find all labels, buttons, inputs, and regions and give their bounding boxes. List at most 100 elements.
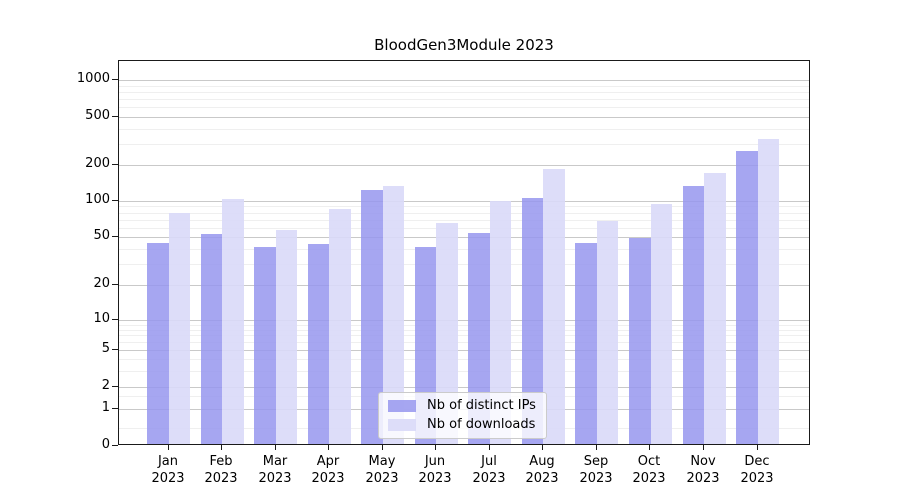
x-tick — [489, 445, 490, 450]
bar-downloads-jul — [489, 201, 512, 444]
y-tick — [112, 236, 118, 237]
gridline-minor — [119, 107, 809, 108]
x-tick-label: Sep 2023 — [579, 454, 613, 486]
bar-downloads-nov — [704, 172, 726, 444]
bar-distinct-ips-jan — [147, 242, 169, 444]
gridline-major — [119, 320, 809, 321]
gridline-major — [119, 237, 809, 238]
x-tick-label: Mar 2023 — [258, 454, 292, 486]
bar-downloads-jan — [168, 212, 190, 444]
gridline-minor — [119, 264, 809, 265]
gridline-minor — [119, 342, 809, 343]
gridline-major — [119, 285, 809, 286]
x-tick-label: Dec 2023 — [740, 454, 774, 486]
y-tick — [112, 386, 118, 387]
gridline-major — [119, 165, 809, 166]
bar-downloads-jun — [436, 223, 458, 444]
x-tick — [757, 445, 758, 450]
x-tick-label: Jun 2023 — [418, 454, 452, 486]
y-tick-label: 1 — [101, 400, 110, 415]
y-tick — [112, 79, 118, 80]
bar-distinct-ips-feb — [200, 234, 222, 444]
gridline-major — [119, 117, 809, 118]
gridline-minor — [119, 213, 809, 214]
legend-label-downloads: Nb of downloads — [427, 417, 536, 432]
x-tick-label: Feb 2023 — [204, 454, 238, 486]
gridline-minor — [119, 249, 809, 250]
y-tick — [112, 408, 118, 409]
gridline-minor — [119, 330, 809, 331]
bar-distinct-ips-jul — [468, 233, 490, 444]
y-tick-label: 0 — [101, 437, 110, 452]
gridline-minor — [119, 371, 809, 372]
y-tick-label: 1000 — [76, 71, 110, 86]
gridline-minor — [119, 206, 809, 207]
chart-title: BloodGen3Module 2023 — [374, 36, 554, 54]
y-tick-label: 200 — [85, 156, 110, 171]
y-tick — [112, 319, 118, 320]
bar-downloads-sep — [596, 221, 619, 444]
bar-distinct-ips-mar — [254, 247, 276, 444]
gridline-major — [119, 201, 809, 202]
gridline-major — [119, 387, 809, 388]
legend-item-downloads: Nb of downloads — [388, 417, 536, 432]
gridline-major — [119, 80, 809, 81]
x-tick-label: Jul 2023 — [472, 454, 506, 486]
bar-downloads-may — [382, 186, 405, 444]
gridline-minor — [119, 335, 809, 336]
x-tick — [703, 445, 704, 450]
bar-downloads-feb — [222, 199, 244, 444]
x-tick-label: Oct 2023 — [632, 454, 666, 486]
bar-downloads-oct — [650, 203, 672, 444]
bar-distinct-ips-aug — [521, 198, 544, 444]
gridline-major — [119, 350, 809, 351]
y-tick — [112, 445, 118, 446]
y-tick — [112, 349, 118, 350]
gridline-minor — [119, 220, 809, 221]
x-tick — [221, 445, 222, 450]
x-tick-label: Apr 2023 — [311, 454, 345, 486]
legend-swatch-downloads-icon — [388, 418, 416, 431]
bar-distinct-ips-dec — [736, 151, 758, 444]
x-tick — [435, 445, 436, 450]
y-tick — [112, 284, 118, 285]
gridline-minor — [119, 144, 809, 145]
x-tick — [596, 445, 597, 450]
legend: Nb of distinct IPs Nb of downloads — [378, 392, 547, 439]
gridline-minor — [119, 359, 809, 360]
gridline-minor — [119, 99, 809, 100]
x-tick-label: Aug 2023 — [525, 454, 559, 486]
legend-item-distinct-ips: Nb of distinct IPs — [388, 398, 536, 413]
gridline-minor — [119, 325, 809, 326]
x-tick — [328, 445, 329, 450]
x-tick-label: Nov 2023 — [686, 454, 720, 486]
bar-downloads-mar — [275, 230, 298, 444]
bar-distinct-ips-sep — [575, 242, 597, 444]
gridline-minor — [119, 129, 809, 130]
x-tick-label: May 2023 — [365, 454, 399, 486]
x-tick — [542, 445, 543, 450]
y-tick-label: 10 — [93, 311, 110, 326]
legend-swatch-distinct-ips-icon — [388, 399, 416, 412]
y-tick-label: 2 — [101, 378, 110, 393]
y-tick-label: 20 — [93, 276, 110, 291]
bar-distinct-ips-may — [361, 189, 383, 444]
plot-area — [118, 60, 810, 445]
y-tick-label: 100 — [85, 192, 110, 207]
x-tick — [168, 445, 169, 450]
y-tick-label: 5 — [101, 341, 110, 356]
bar-downloads-aug — [543, 169, 565, 444]
y-tick — [112, 200, 118, 201]
legend-label-distinct-ips: Nb of distinct IPs — [427, 398, 536, 413]
bar-distinct-ips-apr — [307, 243, 330, 444]
bar-downloads-apr — [329, 209, 351, 444]
gridline-minor — [119, 92, 809, 93]
gridline-minor — [119, 86, 809, 87]
bar-downloads-dec — [757, 138, 779, 444]
x-tick — [275, 445, 276, 450]
y-tick-label: 50 — [93, 228, 110, 243]
bar-distinct-ips-nov — [682, 185, 704, 444]
y-tick — [112, 116, 118, 117]
x-tick — [649, 445, 650, 450]
